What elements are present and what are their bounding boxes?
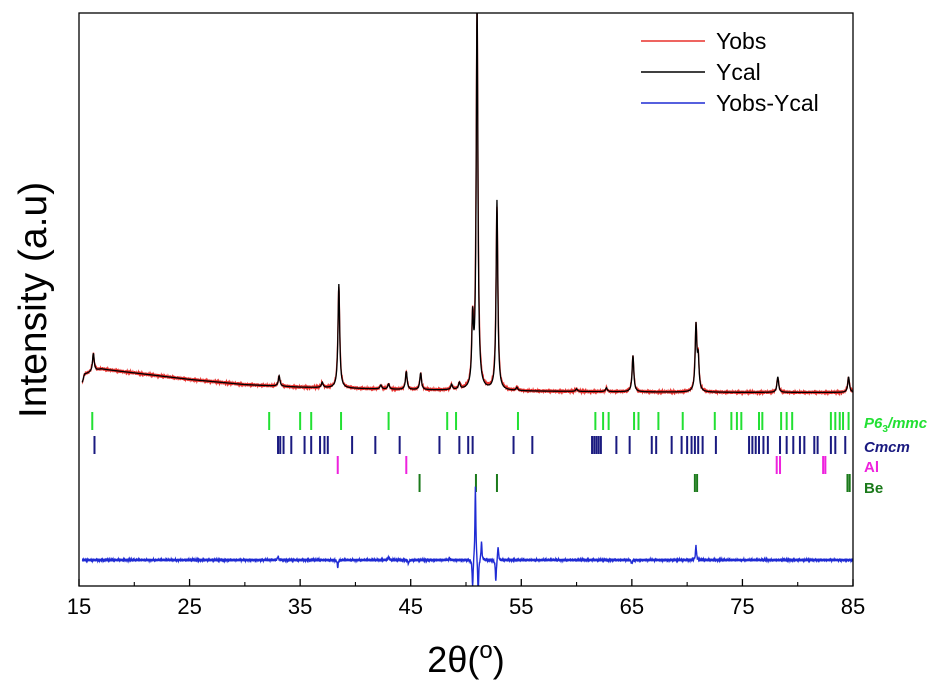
x-tick-label: 15 bbox=[67, 594, 91, 619]
phase-label: P63/mmc bbox=[864, 415, 928, 435]
series-ycal bbox=[81, 13, 853, 394]
series-yobs-ycal bbox=[81, 486, 853, 586]
legend-item: Ycal bbox=[641, 59, 761, 85]
x-tick-label: 85 bbox=[841, 594, 865, 619]
reflection-row bbox=[91, 412, 850, 430]
legend-label: Yobs bbox=[716, 28, 766, 54]
legend-label: Ycal bbox=[716, 59, 761, 85]
x-axis-title-degree: o bbox=[479, 637, 492, 664]
x-tick-label: 35 bbox=[288, 594, 312, 619]
legend-label: Yobs-Ycal bbox=[716, 90, 819, 116]
curves bbox=[81, 13, 853, 586]
x-tick-label: 65 bbox=[620, 594, 644, 619]
phase-label: Cmcm bbox=[864, 439, 910, 456]
phase-label: Be bbox=[864, 480, 883, 497]
reflection-row bbox=[418, 474, 851, 492]
x-axis-title: 2θ(o) bbox=[427, 637, 504, 680]
x-axis-title-close: ) bbox=[493, 639, 505, 680]
legend: Yobs Ycal Yobs-Ycal bbox=[641, 28, 819, 116]
legend-item: Yobs-Ycal bbox=[641, 90, 819, 116]
x-tick-label: 75 bbox=[730, 594, 754, 619]
legend-item: Yobs bbox=[641, 28, 766, 54]
reflection-row bbox=[93, 436, 847, 454]
phase-label: Al bbox=[864, 459, 879, 476]
reflection-row bbox=[336, 456, 827, 474]
x-tick-label: 25 bbox=[177, 594, 201, 619]
y-axis-title: Intensity (a.u) bbox=[12, 182, 55, 418]
x-axis-title-main: 2θ( bbox=[427, 639, 479, 680]
x-tick-label: 55 bbox=[509, 594, 533, 619]
x-axis: 15 25 35 45 55 65 75 85 bbox=[67, 579, 865, 619]
x-tick-label: 45 bbox=[398, 594, 422, 619]
reflection-markers bbox=[91, 412, 851, 492]
phase-labels: P63/mmc Cmcm Al Be bbox=[864, 415, 928, 497]
